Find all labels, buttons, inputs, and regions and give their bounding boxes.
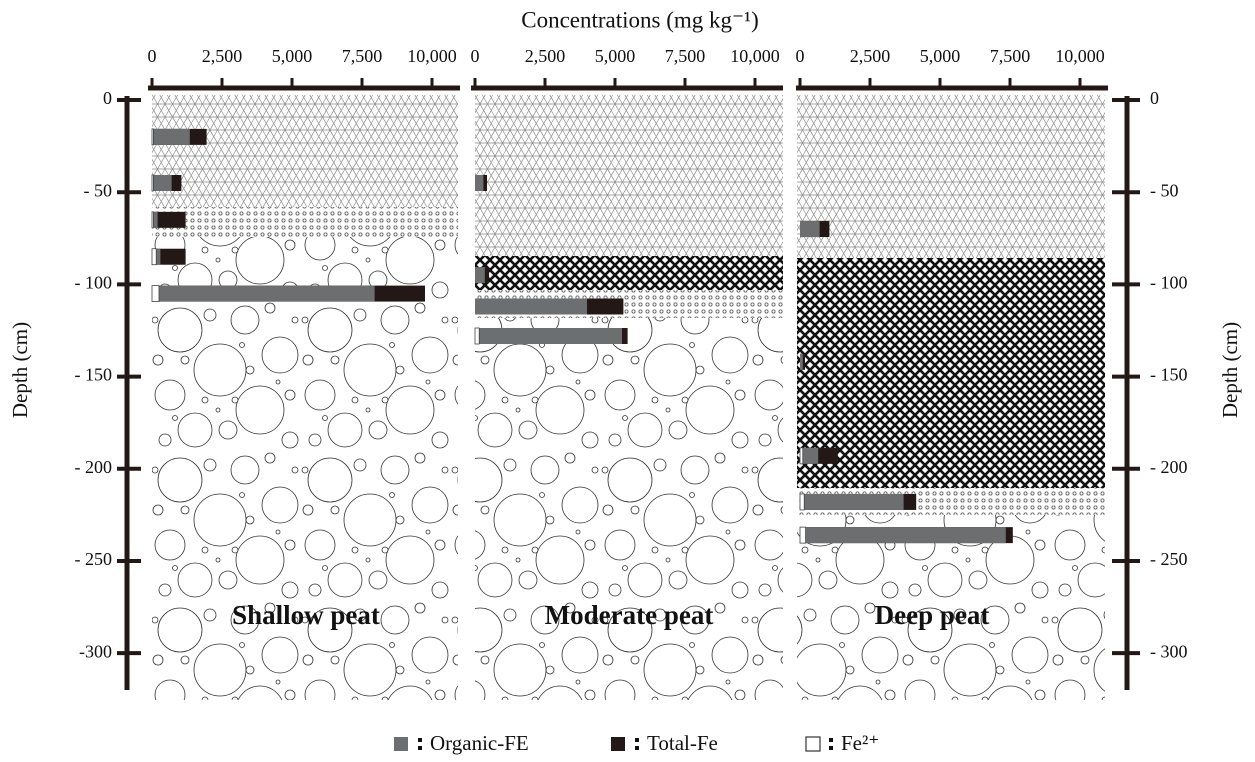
y-tick-label: - 50 — [1150, 180, 1179, 200]
panel-title: Moderate peat — [545, 600, 714, 630]
y-tick-label: - 300 — [1150, 641, 1188, 661]
bar — [475, 174, 484, 191]
y-axis-title: Depth (cm) — [8, 322, 32, 418]
y-tick-label: - 150 — [75, 365, 113, 385]
x-tick-label: 5,000 — [920, 46, 961, 66]
x-tick-label: 7,500 — [990, 46, 1031, 66]
legend-label: Fe²⁺ — [841, 731, 879, 755]
bar — [475, 267, 485, 284]
bar — [799, 493, 805, 511]
bar — [799, 526, 806, 544]
y-tick-label: - 200 — [75, 457, 113, 477]
x-tick-label: 10,000 — [730, 46, 780, 66]
panel-title: Deep peat — [875, 600, 990, 630]
x-tick-label: 5,000 — [595, 46, 636, 66]
bar — [800, 353, 803, 370]
bar — [151, 174, 154, 192]
x-tick-label: 10,000 — [1055, 46, 1105, 66]
bar — [151, 285, 160, 302]
y-tick-label: - 250 — [75, 549, 113, 569]
bar — [152, 174, 172, 191]
bar — [152, 211, 158, 228]
legend-label: Organic-FE — [430, 731, 529, 755]
bar — [800, 221, 820, 238]
x-tick-label: 10,000 — [407, 46, 457, 66]
bar — [152, 128, 190, 145]
y-tick-label: - 100 — [1150, 273, 1188, 293]
x-tick-label: 7,500 — [665, 46, 706, 66]
x-tick-label: 2,500 — [525, 46, 566, 66]
bar — [799, 447, 804, 465]
y-tick-label: -300 — [79, 641, 112, 661]
chart-title: Concentrations (mg kg⁻¹) — [521, 7, 759, 32]
bar — [151, 211, 154, 229]
bar — [151, 128, 154, 146]
y-tick-label: - 50 — [84, 180, 113, 200]
x-tick-label: 0 — [471, 46, 480, 66]
x-tick-label: 2,500 — [850, 46, 891, 66]
y-tick-label: - 250 — [1150, 549, 1188, 569]
bar — [475, 328, 622, 344]
soil-layers — [152, 95, 1105, 700]
y-tick-label: - 100 — [75, 273, 113, 293]
bar — [800, 527, 1006, 544]
x-tick-label: 0 — [148, 46, 157, 66]
x-tick-label: 5,000 — [272, 46, 313, 66]
x-tick-label: 7,500 — [342, 46, 383, 66]
bar — [800, 447, 819, 464]
x-tick-label: 2,500 — [202, 46, 243, 66]
y-tick-label: 0 — [1150, 88, 1159, 108]
bar — [152, 211, 186, 228]
y-axis-title: Depth (cm) — [1218, 322, 1242, 418]
bar — [152, 285, 375, 302]
legend: Organic-FE Total-Fe Fe²⁺ — [394, 731, 879, 755]
bar — [475, 298, 587, 315]
bar — [474, 327, 480, 345]
y-tick-label: - 150 — [1150, 365, 1188, 385]
panel-title: Shallow peat — [232, 600, 380, 630]
x-tick-label: 0 — [796, 46, 805, 66]
y-tick-label: - 200 — [1150, 457, 1188, 477]
bar — [151, 248, 157, 266]
y-tick-label: 0 — [103, 88, 112, 108]
bar — [800, 493, 904, 510]
legend-label: Total-Fe — [647, 731, 718, 755]
